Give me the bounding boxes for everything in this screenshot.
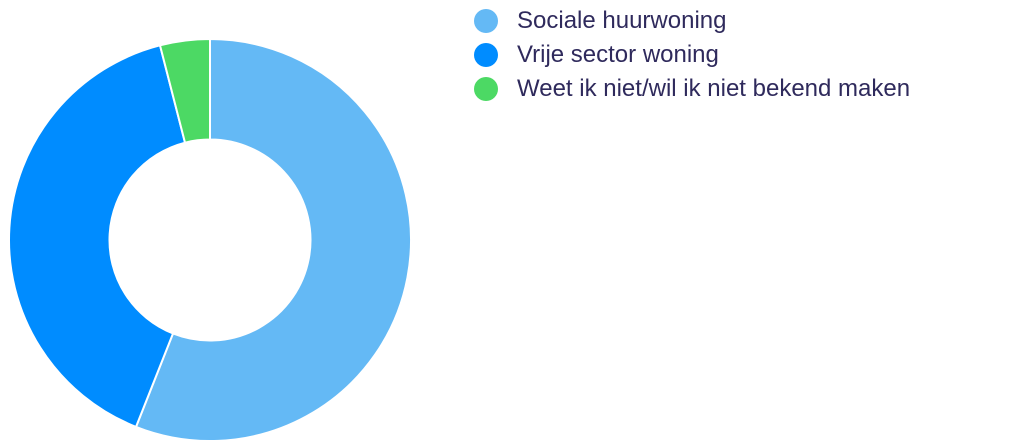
- legend-item-3[interactable]: Weet ik niet/wil ik niet bekend maken: [474, 72, 910, 106]
- donut-slice-3[interactable]: [158, 37, 211, 144]
- chart-legend: Sociale huurwoning Vrije sector woning Wee…: [474, 4, 910, 106]
- legend-swatch-icon: [474, 9, 498, 33]
- donut-slices: [8, 37, 412, 441]
- legend-label: Weet ik niet/wil ik niet bekend maken: [517, 75, 911, 102]
- legend-label: Sociale huurwoning: [517, 7, 727, 34]
- legend-item-1[interactable]: Sociale huurwoning: [474, 4, 910, 38]
- donut-slice-2[interactable]: [8, 44, 187, 429]
- legend-swatch-icon: [474, 77, 498, 101]
- legend-item-2[interactable]: Vrije sector woning: [474, 38, 910, 72]
- legend-swatch-icon: [474, 43, 498, 67]
- legend-label: Vrije sector woning: [517, 41, 719, 68]
